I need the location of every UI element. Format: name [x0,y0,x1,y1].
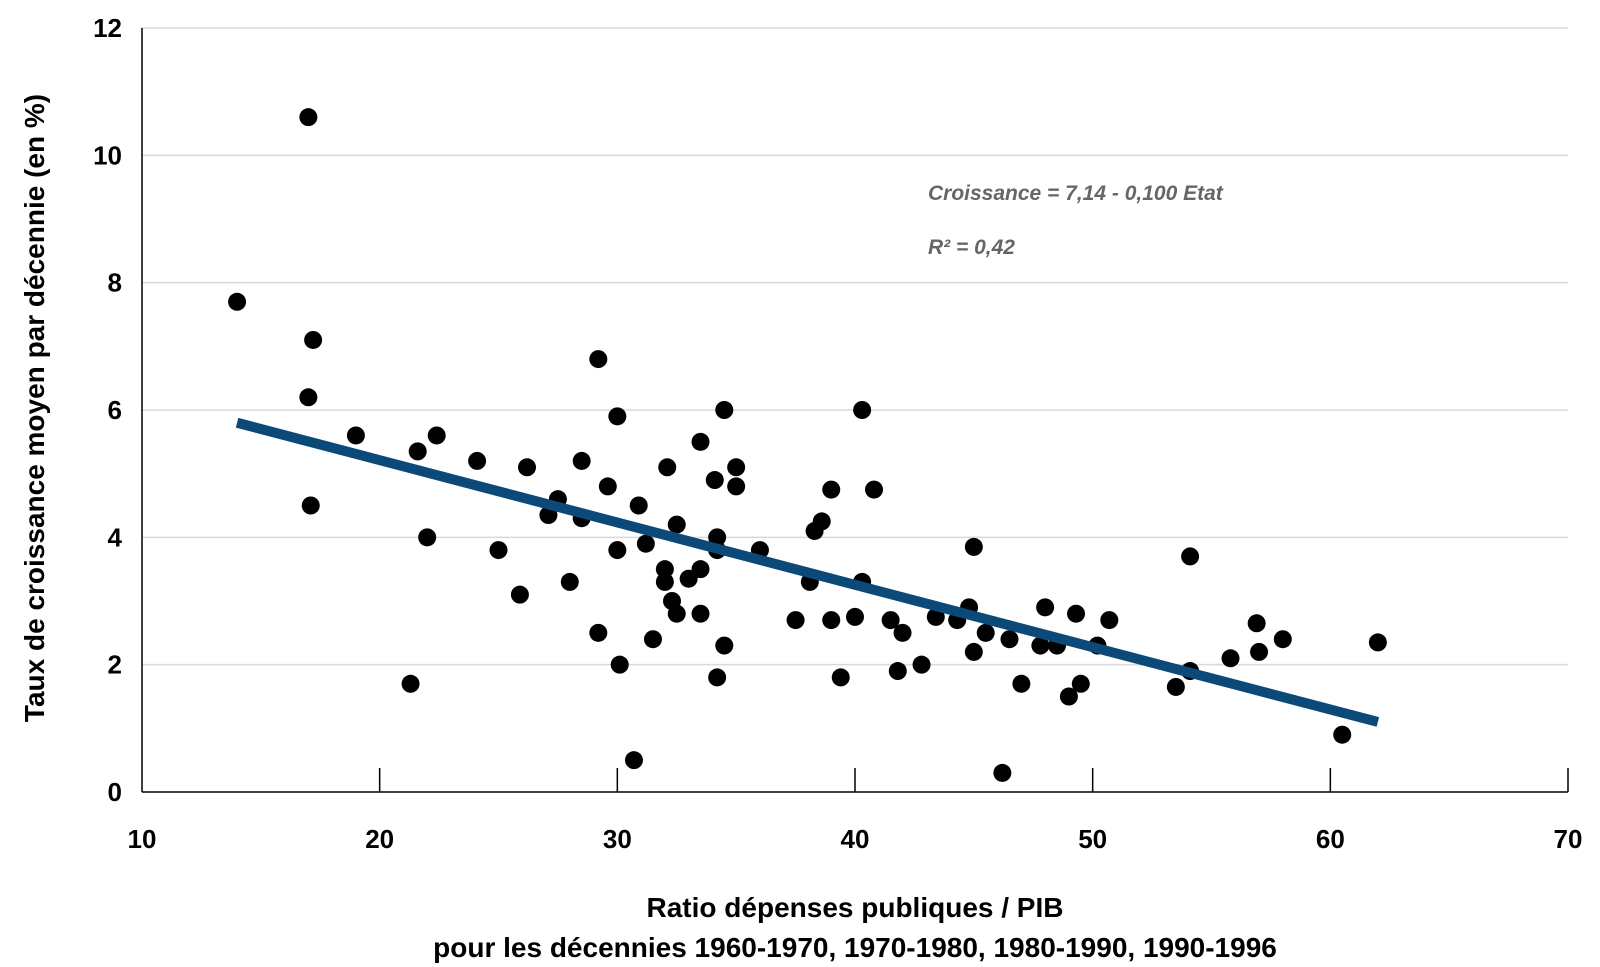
data-point-63 [926,607,945,626]
data-point-52 [822,480,841,499]
data-point-26 [629,496,648,515]
data-point-27 [636,534,655,553]
data-point-25 [624,751,643,770]
data-point-31 [658,458,677,477]
data-point-60 [888,662,907,681]
data-point-23 [608,541,627,560]
data-point-43 [715,401,734,419]
data-point-9 [401,674,420,693]
data-point-36 [691,432,710,451]
data-point-11 [489,541,508,560]
data-point-24 [610,655,629,674]
y-axis-title: Taux de croissance moyen par décennie (e… [19,94,50,722]
x-tick-label-10: 10 [128,824,157,854]
data-point-73 [1036,598,1055,617]
data-point-37 [691,560,710,579]
data-point-40 [708,528,727,547]
data-point-61 [893,623,912,642]
data-point-55 [846,607,864,626]
data-point-7 [427,426,446,445]
y-tick-label-4: 4 [108,522,123,552]
data-point-42 [708,668,727,687]
annotation-r-squared: R² = 0,42 [928,236,1015,259]
data-point-29 [655,560,674,579]
data-point-4 [301,496,320,515]
data-point-39 [705,471,724,490]
data-point-85 [1250,642,1269,661]
tick-labels: 0 2 4 6 8 10 12 10 20 30 40 50 60 70 [93,13,1582,854]
data-point-38 [691,604,710,623]
x-axis-subtitle: pour les décennies 1960-1970, 1970-1980,… [433,932,1277,963]
data-point-68 [976,623,995,642]
data-point-88 [1368,633,1387,652]
annotation-equation: Croissance = 7,14 - 0,100 Etat [928,182,1224,205]
data-point-80 [1166,677,1185,696]
data-point-45 [727,458,746,477]
x-tick-label-20: 20 [365,824,394,854]
data-point-53 [822,611,841,630]
y-tick-label-10: 10 [93,140,122,170]
data-point-46 [727,477,746,496]
data-point-87 [1333,725,1352,744]
data-point-86 [1273,630,1292,649]
y-tick-label-0: 0 [108,777,122,807]
data-point-5 [346,426,365,445]
data-point-69 [993,763,1012,782]
x-axis-title: Ratio dépenses publiques / PIB [647,892,1064,923]
data-point-48 [786,611,805,630]
x-tick-label-50: 50 [1078,824,1107,854]
data-point-83 [1221,649,1240,668]
data-point-84 [1247,614,1266,633]
data-point-76 [1067,604,1086,623]
data-point-1 [299,108,318,127]
data-point-8 [418,528,437,547]
data-point-79 [1100,611,1119,630]
x-tick-label-70: 70 [1554,824,1583,854]
axes [141,28,1569,793]
y-tick-label-2: 2 [108,650,122,680]
data-point-16 [560,572,579,591]
data-point-2 [304,330,323,349]
trendline [235,417,1380,727]
data-point-66 [964,537,983,556]
data-point-75 [1059,687,1078,706]
data-point-30 [655,572,674,591]
y-tick-label-6: 6 [108,395,122,425]
gridlines [142,27,1568,666]
data-point-54 [831,668,850,687]
data-point-6 [408,442,427,461]
data-point-34 [667,604,686,623]
x-tick-label-40: 40 [841,824,870,854]
x-tick-label-30: 30 [603,824,632,854]
data-point-67 [964,642,983,661]
data-point-22 [608,407,627,426]
data-point-44 [715,636,734,655]
data-point-59 [881,611,900,630]
data-point-0 [228,292,247,311]
data-point-51 [812,512,831,531]
x-tick-label-60: 60 [1316,824,1345,854]
data-point-13 [510,585,529,604]
data-point-72 [1031,636,1050,655]
y-tick-label-8: 8 [108,268,122,298]
data-point-81 [1181,547,1200,566]
data-point-56 [853,401,872,419]
data-point-58 [865,480,884,499]
data-point-17 [572,451,591,470]
data-point-77 [1071,674,1090,693]
data-point-62 [912,655,931,674]
data-point-71 [1012,674,1031,693]
data-point-21 [598,477,617,496]
data-point-70 [1000,630,1019,649]
data-point-3 [299,388,318,407]
trendline-layer [235,417,1380,727]
data-point-19 [589,350,608,369]
data-point-33 [667,515,686,534]
data-point-10 [468,451,487,470]
y-tick-label-12: 12 [93,13,122,43]
data-point-12 [518,458,537,477]
data-point-28 [643,630,662,649]
data-point-20 [589,623,608,642]
